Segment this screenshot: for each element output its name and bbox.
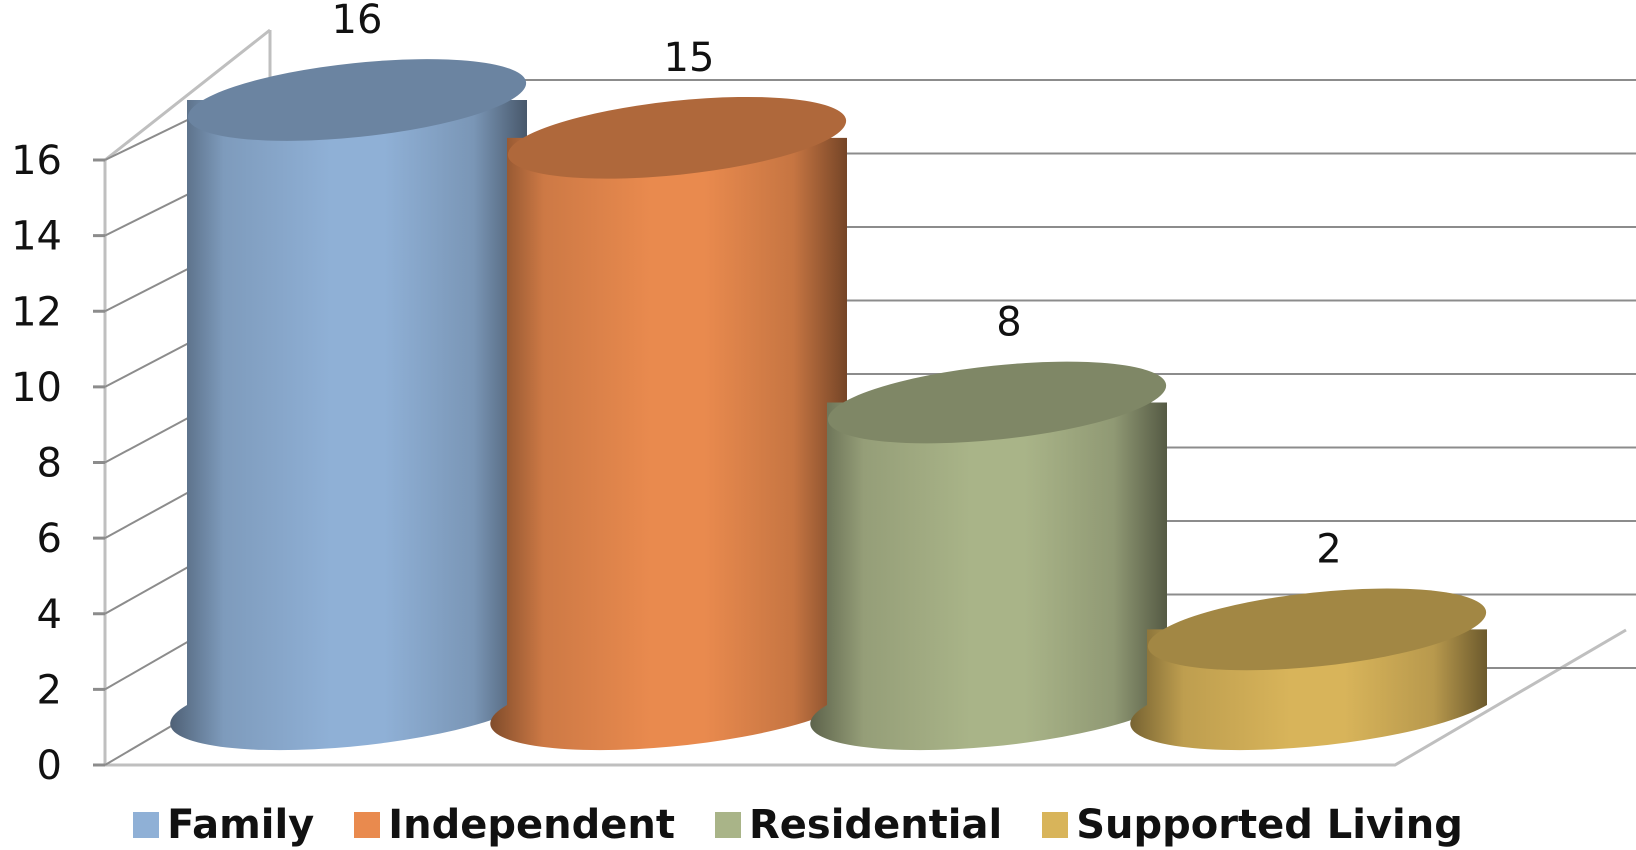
bar-top <box>1147 588 1487 671</box>
bar-top <box>507 96 847 179</box>
bar-top <box>827 361 1167 444</box>
legend-label: Residential <box>748 802 1003 848</box>
y-tick-label: 16 <box>11 138 62 184</box>
data-label: 8 <box>996 300 1021 346</box>
legend-label: Supported Living <box>1076 802 1463 848</box>
floor-edge <box>105 628 1627 767</box>
data-label: 16 <box>332 0 383 43</box>
bar-body <box>170 100 527 751</box>
bar-residential <box>810 361 1167 751</box>
y-tick-label: 8 <box>37 441 62 487</box>
legend-label: Family <box>167 802 315 848</box>
bars <box>170 59 1487 751</box>
legend-swatch <box>133 812 160 838</box>
legend-swatch <box>1042 812 1069 838</box>
data-label: 2 <box>1316 526 1341 572</box>
y-tick-label: 4 <box>37 592 62 638</box>
data-label: 15 <box>664 35 715 81</box>
side-wall-top <box>104 28 271 162</box>
legend-item: Family <box>133 802 314 848</box>
y-tick-label: 14 <box>11 214 62 260</box>
bar-body <box>810 402 1167 751</box>
legend-item: Residential <box>714 802 1003 848</box>
y-tick-label: 12 <box>11 289 62 335</box>
bar-family <box>170 59 527 751</box>
legend-swatch <box>354 812 381 838</box>
y-tick-label: 2 <box>37 667 62 713</box>
data-labels: 16 15 8 2 <box>332 0 1342 572</box>
bar-supported-living <box>1130 588 1487 751</box>
bar-top <box>187 59 527 141</box>
legend-item: Independent <box>354 802 675 848</box>
y-axis: 0 2 4 6 8 10 12 14 16 <box>11 138 105 789</box>
legend-swatch <box>714 812 741 838</box>
y-tick-label: 0 <box>37 743 62 789</box>
bar-independent <box>490 96 847 751</box>
y-tick-label: 6 <box>37 516 62 562</box>
y-tick-label: 10 <box>11 365 62 411</box>
legend: Family Independent Residential Supported Li… <box>0 800 1616 850</box>
bar-body <box>490 137 847 751</box>
legend-label: Independent <box>388 802 675 848</box>
legend-item: Supported Living <box>1042 802 1463 848</box>
